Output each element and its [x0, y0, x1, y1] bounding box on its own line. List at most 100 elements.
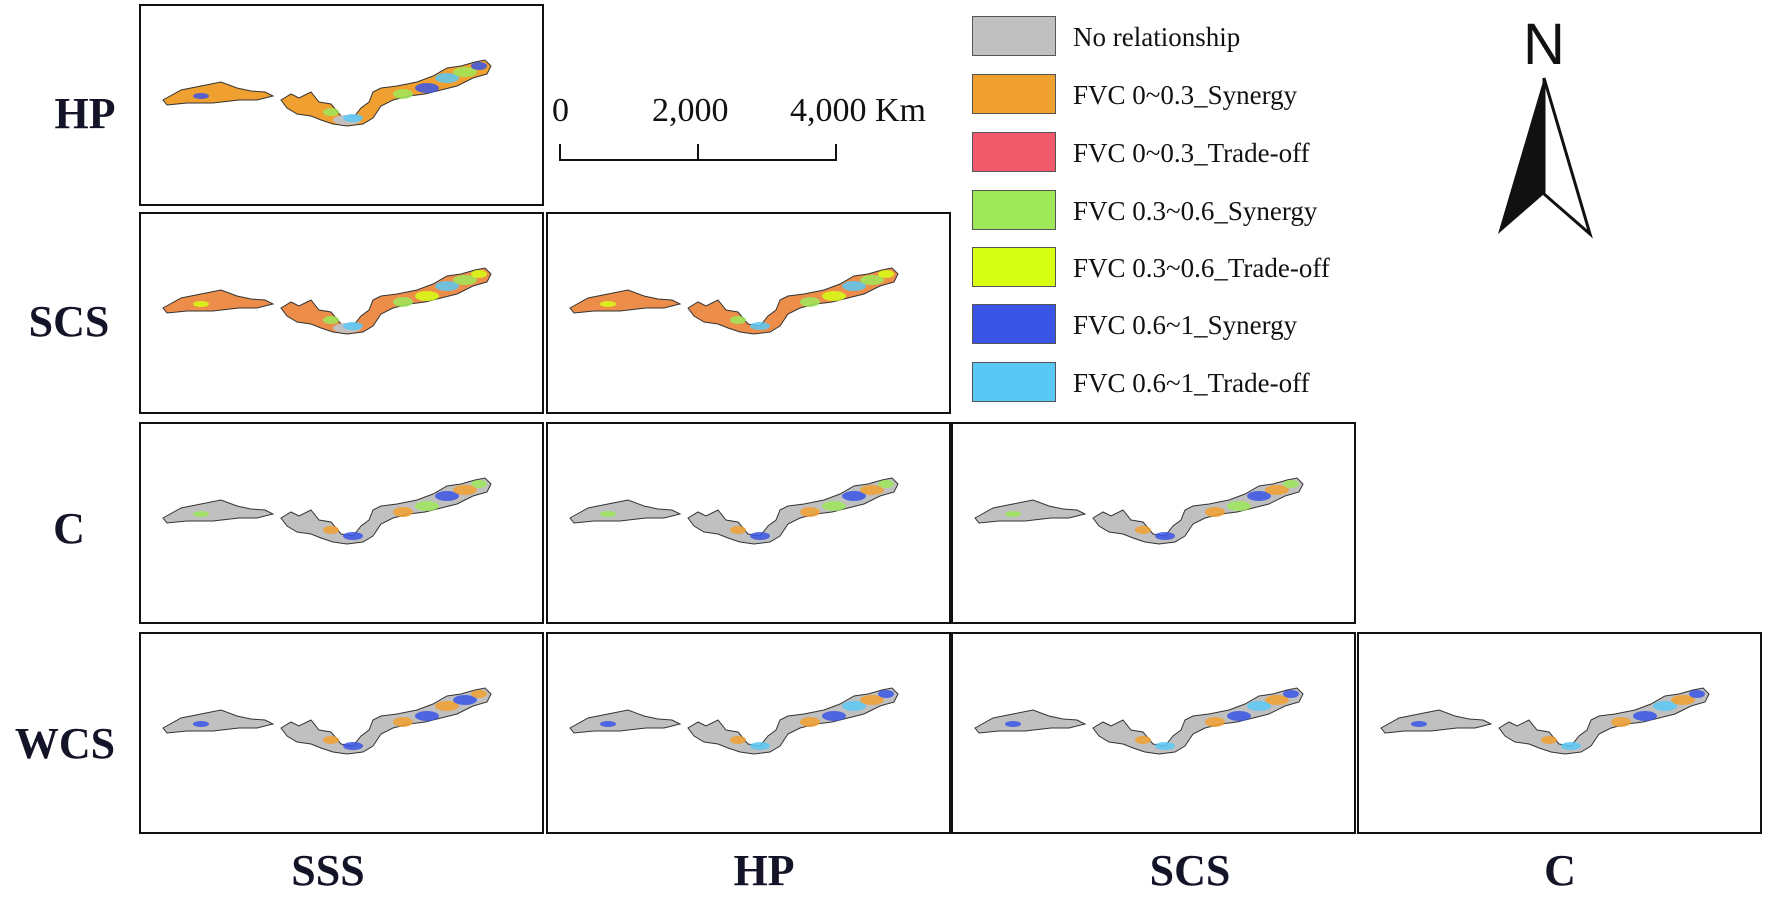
- region-patch: [800, 717, 820, 727]
- region-patch: [323, 526, 339, 534]
- col-label-c: C: [1544, 846, 1576, 895]
- legend-label: FVC 0.3~0.6_Synergy: [1073, 196, 1318, 226]
- region-map: [1380, 687, 1710, 755]
- region-west: [569, 709, 682, 734]
- region-map: [162, 267, 492, 335]
- region-patch: [1135, 526, 1151, 534]
- region-patch: [750, 532, 770, 540]
- region-patch: [600, 301, 616, 307]
- legend-swatch: [972, 74, 1056, 114]
- region-patch: [1653, 701, 1677, 711]
- region-patch: [730, 526, 746, 534]
- region-patch: [730, 316, 746, 324]
- map-panel: [139, 212, 544, 414]
- scale-bar: 0 2,000 4,000 Km: [552, 92, 926, 172]
- region-patch: [193, 301, 209, 307]
- map-panel: [139, 422, 544, 624]
- region-map: [162, 59, 492, 127]
- region-map: [569, 477, 899, 545]
- map-panel: [546, 632, 951, 834]
- row-label-c: C: [53, 504, 85, 553]
- legend-label: FVC 0.6~1_Trade-off: [1073, 368, 1310, 398]
- region-patch: [471, 690, 487, 698]
- region-west: [974, 709, 1087, 734]
- region-patch: [393, 507, 413, 517]
- region-patch: [860, 275, 884, 285]
- region-patch: [800, 507, 820, 517]
- region-patch: [800, 297, 820, 307]
- region-patch: [343, 114, 363, 122]
- legend-label: FVC 0~0.3_Synergy: [1073, 80, 1298, 110]
- region-patch: [750, 322, 770, 330]
- region-patch: [343, 742, 363, 750]
- region-patch: [1135, 736, 1151, 744]
- region-patch: [453, 485, 477, 495]
- region-map: [974, 477, 1304, 545]
- region-west: [1380, 709, 1493, 734]
- region-patch: [1155, 742, 1175, 750]
- legend-label: No relationship: [1073, 22, 1241, 52]
- map-panel: [546, 422, 951, 624]
- col-label-sss: SSS: [291, 846, 365, 895]
- legend-swatch: [972, 16, 1056, 56]
- region-patch: [822, 711, 846, 721]
- legend-swatch: [972, 190, 1056, 230]
- region-patch: [343, 532, 363, 540]
- region-patch: [393, 717, 413, 727]
- region-patch: [435, 73, 459, 83]
- region-patch: [1005, 721, 1021, 727]
- map-panel: [951, 632, 1356, 834]
- region-patch: [471, 270, 487, 278]
- region-patch: [323, 736, 339, 744]
- region-patch: [878, 690, 894, 698]
- region-patch: [1611, 717, 1631, 727]
- region-patch: [860, 695, 884, 705]
- region-west: [162, 289, 275, 314]
- legend-label: FVC 0.6~1_Synergy: [1073, 310, 1298, 340]
- region-patch: [1227, 711, 1251, 721]
- region-patch: [1671, 695, 1695, 705]
- region-patch: [393, 89, 413, 99]
- legend-swatch: [972, 247, 1056, 287]
- north-arrow-icon: N: [1498, 12, 1593, 239]
- region-patch: [453, 695, 477, 705]
- col-label-hp: HP: [733, 846, 795, 895]
- legend-swatch: [972, 362, 1056, 402]
- region-patch: [1227, 501, 1251, 511]
- region-patch: [878, 270, 894, 278]
- north-label: N: [1523, 12, 1565, 77]
- region-patch: [750, 742, 770, 750]
- map-panel: [546, 212, 951, 414]
- region-patch: [730, 736, 746, 744]
- region-map: [569, 687, 899, 755]
- region-west: [162, 81, 275, 106]
- region-west: [974, 499, 1087, 524]
- row-label-scs: SCS: [28, 297, 110, 346]
- scale-bar-line: [559, 144, 837, 161]
- region-patch: [193, 511, 209, 517]
- region-patch: [415, 501, 439, 511]
- region-patch: [415, 291, 439, 301]
- map-panel: [139, 4, 544, 206]
- region-patch: [1541, 736, 1557, 744]
- region-patch: [1205, 717, 1225, 727]
- row-label-wcs: WCS: [14, 719, 116, 768]
- region-west: [569, 289, 682, 314]
- region-map: [162, 477, 492, 545]
- region-patch: [1561, 742, 1581, 750]
- region-patch: [193, 721, 209, 727]
- region-patch: [860, 485, 884, 495]
- region-patch: [600, 511, 616, 517]
- region-west: [569, 499, 682, 524]
- scale-label-2000: 2,000: [652, 92, 729, 129]
- region-patch: [878, 480, 894, 488]
- region-patch: [471, 480, 487, 488]
- region-patch: [1205, 507, 1225, 517]
- region-west: [162, 709, 275, 734]
- legend-swatch: [972, 304, 1056, 344]
- region-map: [162, 687, 492, 755]
- region-patch: [1689, 690, 1705, 698]
- scale-label-0: 0: [552, 92, 569, 129]
- map-panel: [139, 632, 544, 834]
- region-patch: [435, 281, 459, 291]
